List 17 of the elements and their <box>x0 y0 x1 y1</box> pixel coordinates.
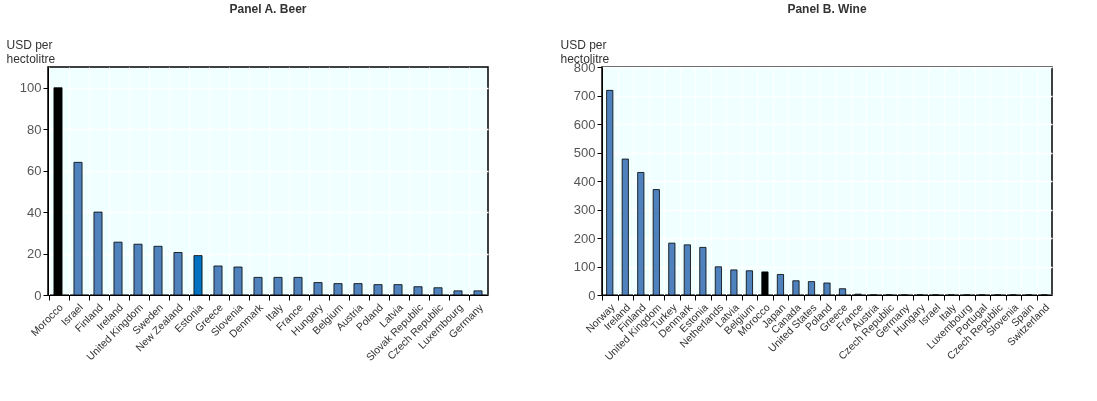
y-tick-label: 80 <box>27 121 42 137</box>
y-tick-label: 200 <box>573 230 596 246</box>
y-tick-label: 100 <box>573 259 596 274</box>
y-tick-label: 700 <box>573 88 596 103</box>
y-tick-label: 0 <box>34 287 42 303</box>
y-tick-label: 0 <box>588 287 596 303</box>
y-tick-label: 40 <box>27 204 42 220</box>
chart-title: Panel B. Wine <box>787 2 867 16</box>
y-tick-label: 100 <box>19 80 42 96</box>
y-tick-label: 400 <box>573 173 596 189</box>
y-tick-label: 500 <box>573 145 596 160</box>
y-axis-title: USD per hectolitre <box>6 37 56 66</box>
y-tick-label: 60 <box>27 163 42 179</box>
y-tick-label: 20 <box>27 246 42 262</box>
chart-title: Panel A. Beer <box>229 2 307 16</box>
y-tick-label: 300 <box>573 202 596 217</box>
y-tick-label: 600 <box>573 116 596 132</box>
